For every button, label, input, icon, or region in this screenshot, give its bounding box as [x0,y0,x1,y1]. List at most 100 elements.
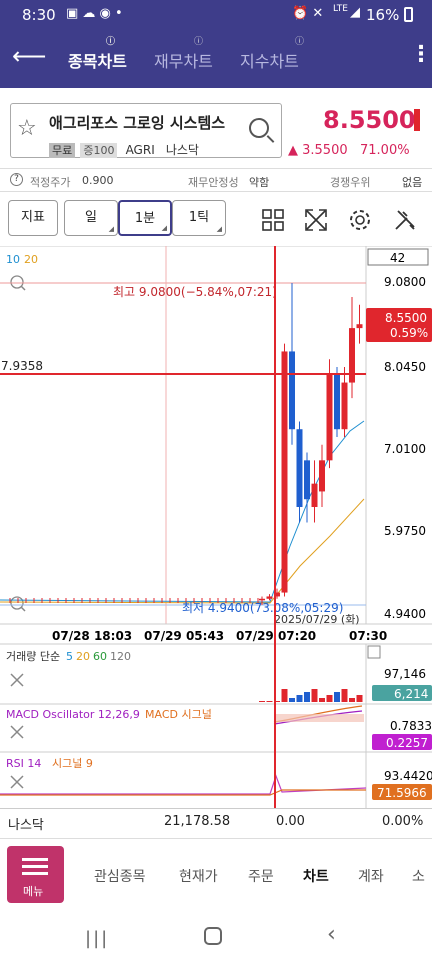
badge-free: 무료 [49,143,76,158]
price-change: ▲ 3.5500 [288,143,348,158]
candle-body [274,592,280,597]
stock-selector[interactable]: ☆ 애그리포스 그로잉 시스템스 무료 증100 AGRI 나스닥 [10,103,282,158]
macd-pane: MACD Oscillator 12,26,9 MACD 시그널 0.7833 … [0,703,432,750]
volume-bar [349,698,355,702]
volume-bar [334,692,340,702]
menu-watchlist[interactable]: 관심종목 [94,869,146,885]
x-tick-2: 07/29 05:43 [144,629,224,643]
tab-index-chart[interactable]: ⓘ 지수차트 [240,37,304,72]
rsi-label: RSI 14 [6,757,41,770]
alarm-icon: ⏰ ✕ [292,6,324,21]
candle-body [281,351,288,593]
candle-body [341,382,348,430]
zoom-in-icon[interactable] [10,275,24,289]
status-bar: 8:30 ▣ ☁ ◉ • ⏰ ✕ LTE ◢ 16% [0,0,432,32]
current-price-tag [366,308,432,342]
price-pane: 10 20 42 최고 9.0800(−5.84%,07:21) 최저 4.94… [0,246,432,644]
competitive-label: 경쟁우위 [330,176,371,189]
volume-bar [266,701,273,702]
current-pct-tag-value: 0.59% [390,326,428,340]
price-bar-indicator [414,109,420,131]
zoom-out-icon[interactable] [10,596,24,610]
rsi-signal-label: 시그널 9 [52,757,93,770]
current-price: 8.5500 [323,106,416,134]
pane-menu-icon[interactable] [367,645,381,659]
tab-financial-chart[interactable]: ⓘ 재무차트 [154,37,213,72]
menu-current-price[interactable]: 현재가 [179,869,218,885]
tick-select[interactable]: 1틱 ◢ [172,200,226,236]
candle-count-box[interactable] [367,248,429,266]
close-icon[interactable] [10,673,24,687]
home-icon[interactable] [204,927,222,945]
fair-price-value: 0.900 [82,174,114,187]
menu-more[interactable]: 소 [412,869,425,885]
rsi-pane: RSI 14 시그널 9 93.4420 71.5966 [0,751,432,800]
y-tick-2: 8.0450 [384,360,426,374]
chart-toolbar: 지표 일 ◢ 1분 ◢ 1틱 ◢ [0,192,432,246]
bottom-menu-bar: 메뉴 관심종목 현재가 주문 차트 계좌 소 [0,838,432,910]
volume-bar [311,689,318,702]
favorite-star-icon[interactable]: ☆ [17,116,37,141]
candle-count: 42 [390,251,405,265]
volume-tag-value: 6,214 [394,687,428,701]
signal-icon: ◢ [350,5,360,20]
candle-body [266,596,273,599]
volume-bar [274,701,280,702]
tab-stock-chart[interactable]: ⓘ 종목차트 [68,37,127,72]
menu-account[interactable]: 계좌 [358,869,384,885]
menu-order[interactable]: 주문 [248,869,274,885]
competitive-value: 없음 [402,176,423,189]
info-row: ? 적정주가 0.900 재무안정성 약함 경쟁우위 없음 [0,168,432,192]
settings-gear-icon[interactable] [348,208,372,232]
moving-average-lines [0,420,365,604]
vol-ma5: 5 [66,650,73,663]
candle-body [259,598,265,601]
volume-pane: 거래량 단순 5 20 60 120 97,146 6,214 [0,643,432,702]
fullscreen-icon[interactable] [304,208,328,232]
help-icon[interactable]: ⓘ [295,37,305,47]
menu-button[interactable]: 메뉴 [7,846,64,903]
low-annotation: 최저 4.9400(73.08%,05:29) [182,601,343,615]
more-menu-icon[interactable]: ⋮ [410,42,432,67]
close-icon[interactable] [10,725,24,739]
stock-chart[interactable]: 10 20 42 최고 9.0800(−5.84%,07:21) 최저 4.94… [0,246,432,822]
vol-ma20: 20 [76,650,90,663]
help-icon[interactable]: ⓘ [106,37,116,47]
search-icon[interactable] [249,118,269,138]
macd-max: 0.7833 [390,719,432,733]
menu-chart[interactable]: 차트 [303,869,329,885]
candles [9,283,363,605]
system-navigation: ||| ‹ [0,910,432,963]
index-change: 0.00 [276,814,305,829]
stock-market: 나스닥 [165,143,199,157]
macd-label: MACD Oscillator 12,26,9 [6,708,140,721]
close-icon[interactable] [10,775,24,789]
price-panel: 8.5500 ▲ 3.5500 71.00% [288,103,432,163]
ma20-label: 20 [24,253,38,266]
back-arrow-icon[interactable]: ⟵ [12,42,47,70]
crosshair-date: 2025/07/29 (화) [274,613,360,626]
layout-grid-icon[interactable] [262,209,284,231]
fair-price-label: 적정주가 [30,176,71,189]
macd-tag-value: 0.2257 [386,736,428,750]
period-select[interactable]: 일 ◢ [64,200,118,236]
high-annotation: 최고 9.0800(−5.84%,07:21) [113,285,277,299]
ma20-line [0,498,365,604]
tools-icon[interactable] [393,208,417,232]
recent-apps-icon[interactable]: ||| [85,928,110,949]
help-icon[interactable]: ⓘ [194,37,204,47]
volume-bar [281,689,288,702]
interval-select[interactable]: 1분 ◢ [118,200,172,236]
volume-bar [356,695,363,702]
search-icon-handle [266,135,275,143]
stability-value: 약함 [249,176,270,189]
candle-body [304,460,310,500]
back-icon[interactable]: ‹ [327,922,336,947]
x-tick-3: 07/29 07:20 [236,629,316,643]
price-change-pct: 71.00% [360,143,410,158]
indicator-button[interactable]: 지표 [8,200,58,236]
help-icon[interactable]: ? [10,173,23,186]
x-tick-4: 07:30 [349,629,387,643]
y-tick-1: 9.0800 [384,275,426,289]
y-tick-4: 5.9750 [384,524,426,538]
